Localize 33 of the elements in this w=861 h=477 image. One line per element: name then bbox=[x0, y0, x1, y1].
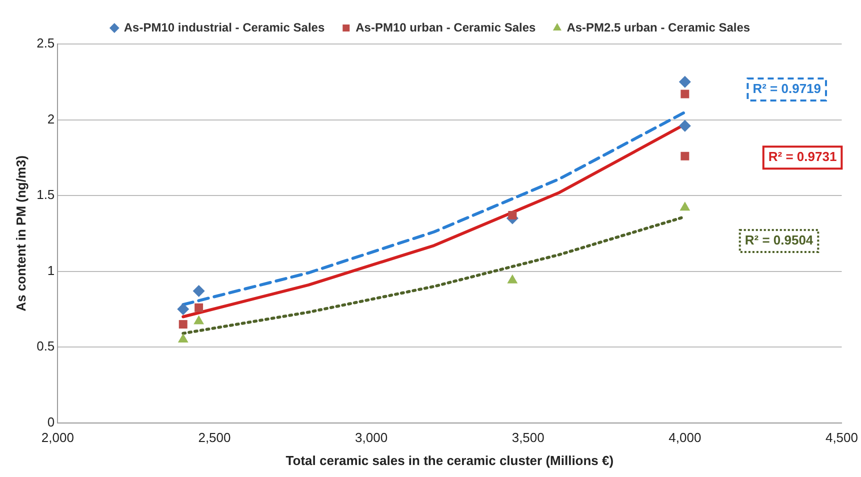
x-tick-label: 4,000 bbox=[668, 430, 702, 446]
point bbox=[177, 303, 190, 316]
y-tick-label: 2.5 bbox=[36, 36, 55, 51]
x-tick-label: 4,500 bbox=[825, 430, 858, 446]
point bbox=[192, 284, 205, 297]
point bbox=[680, 152, 690, 160]
y-tick-label: 2 bbox=[47, 111, 55, 126]
point bbox=[194, 303, 204, 312]
point bbox=[680, 202, 690, 211]
point bbox=[194, 315, 204, 324]
x-tick-label: 2,500 bbox=[198, 430, 231, 446]
point bbox=[680, 90, 690, 98]
x-tick-label: 2,000 bbox=[41, 430, 74, 446]
point bbox=[508, 210, 517, 220]
y-tick-label: 0 bbox=[47, 414, 55, 430]
x-tick-label: 3,000 bbox=[355, 430, 388, 446]
annotation: R² = 0.9504 bbox=[744, 232, 814, 248]
y-tick-label: 1.5 bbox=[36, 187, 55, 202]
legend-label: As-PM10 industrial - Ceramic Sales bbox=[124, 20, 325, 34]
legend-label: As-PM2.5 urban - Ceramic Sales bbox=[566, 20, 750, 34]
x-axis-title: Total ceramic sales in the ceramic cluster (Millions €) bbox=[286, 452, 614, 468]
point bbox=[178, 333, 188, 342]
legend-label: As-PM10 urban - Ceramic Sales bbox=[356, 20, 536, 34]
point bbox=[178, 320, 188, 329]
y-axis-title: As content in PM (ng/m3) bbox=[13, 155, 28, 312]
point bbox=[507, 274, 518, 284]
y-tick-label: 0.5 bbox=[36, 338, 55, 354]
y-tick-label: 1 bbox=[47, 262, 55, 278]
x-tick-label: 3,500 bbox=[512, 430, 544, 446]
point bbox=[678, 76, 691, 88]
annotation: R² = 0.9731 bbox=[768, 149, 837, 164]
annotation: R² = 0.9719 bbox=[752, 81, 821, 96]
point bbox=[678, 120, 691, 132]
